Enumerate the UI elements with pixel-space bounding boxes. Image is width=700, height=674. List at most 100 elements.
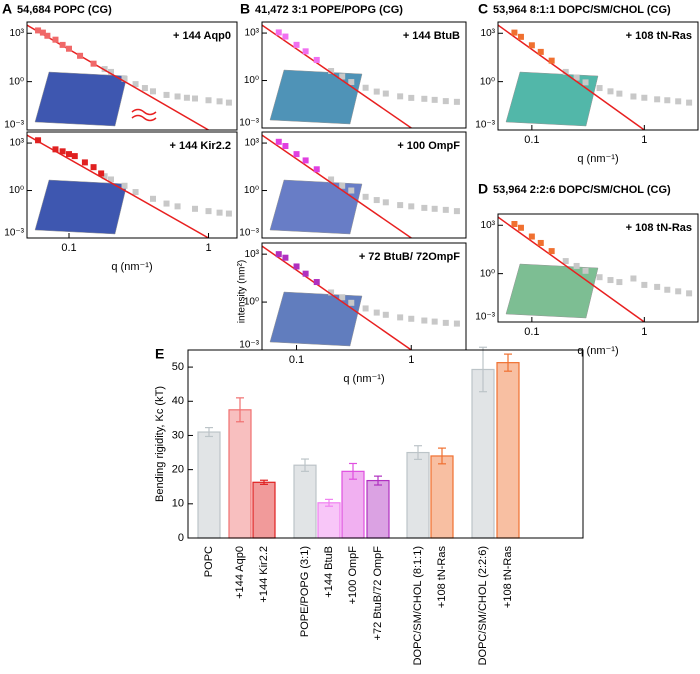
data-point xyxy=(293,41,300,48)
data-point xyxy=(225,210,232,217)
data-point xyxy=(573,74,580,81)
data-point xyxy=(205,208,212,215)
panel-label: E xyxy=(155,346,164,362)
data-point xyxy=(641,94,648,101)
y-tick-label: 10³ xyxy=(245,249,260,260)
data-point xyxy=(66,45,72,52)
data-point xyxy=(313,56,320,63)
data-point xyxy=(397,314,404,321)
data-point xyxy=(442,98,449,105)
y-tick-label: 10⁻³ xyxy=(4,228,24,239)
annotation: + 144 Kir2.2 xyxy=(170,140,231,152)
y-tick-label: 30 xyxy=(172,429,184,441)
panel-label: D xyxy=(478,181,488,197)
panel-label: C xyxy=(478,1,488,17)
y-tick-label: 10³ xyxy=(245,28,260,39)
data-point xyxy=(121,75,128,82)
fit-line xyxy=(498,216,645,322)
category-label: +108 tN-Ras xyxy=(436,546,448,609)
data-point xyxy=(630,93,637,100)
x-tick-label: 0.1 xyxy=(524,326,539,338)
data-point xyxy=(293,263,300,270)
data-point xyxy=(596,85,603,92)
annotation: + 144 Aqp0 xyxy=(173,30,231,42)
data-point xyxy=(537,48,544,55)
y-tick-label: 10⁰ xyxy=(9,185,24,196)
y-tick-label: 10³ xyxy=(10,138,25,149)
data-point xyxy=(163,91,170,98)
data-point xyxy=(362,193,369,200)
data-point xyxy=(442,319,449,326)
membrane-inset xyxy=(269,179,363,235)
data-point xyxy=(339,182,346,189)
data-point xyxy=(431,205,438,212)
data-point xyxy=(174,93,181,100)
fit-line xyxy=(262,134,412,238)
category-label: DOPC/SM/CHOL (2:2:6) xyxy=(477,546,489,665)
data-point xyxy=(607,277,614,284)
data-point xyxy=(275,29,282,36)
bar xyxy=(430,455,454,539)
data-point xyxy=(339,294,346,301)
x-tick-label: 0.1 xyxy=(289,354,304,366)
data-point xyxy=(582,267,589,274)
data-point xyxy=(339,73,346,80)
data-point xyxy=(362,84,369,91)
bar xyxy=(197,431,221,539)
category-label: +144 Kir2.2 xyxy=(258,546,270,603)
data-point xyxy=(121,182,128,189)
data-point xyxy=(616,90,623,97)
data-point xyxy=(348,187,355,194)
data-point xyxy=(216,209,223,216)
data-point xyxy=(675,288,682,295)
membrane-inset xyxy=(269,69,363,125)
data-point xyxy=(150,195,156,202)
bar xyxy=(228,409,252,539)
data-point xyxy=(664,97,671,104)
x-tick-label: 1 xyxy=(641,134,647,146)
category-label: DOPC/SM/CHOL (8:1:1) xyxy=(412,546,424,665)
data-point xyxy=(313,166,320,173)
category-label: +144 BtuB xyxy=(323,546,335,598)
data-point xyxy=(275,138,282,145)
data-point xyxy=(421,204,428,211)
data-point xyxy=(59,41,66,48)
y-tick-label: 20 xyxy=(172,464,184,476)
data-point xyxy=(302,157,309,164)
data-point xyxy=(397,202,404,209)
break-mark xyxy=(131,108,157,122)
data-point xyxy=(328,289,335,296)
data-point xyxy=(573,262,580,269)
data-point xyxy=(192,205,198,212)
membrane-inset xyxy=(34,71,128,127)
data-point xyxy=(192,95,198,102)
annotation: + 108 tN-Ras xyxy=(626,30,692,42)
y-tick-label: 10⁻³ xyxy=(475,120,495,131)
category-label: POPC xyxy=(203,546,215,577)
y-tick-label: 10⁻³ xyxy=(239,228,259,239)
data-point xyxy=(216,98,223,105)
bar xyxy=(317,502,341,539)
data-point xyxy=(163,200,170,207)
data-point xyxy=(348,79,355,86)
data-point xyxy=(101,66,108,73)
y-tick-label: 10⁻³ xyxy=(475,312,495,323)
bar xyxy=(496,362,520,539)
data-point xyxy=(511,220,518,227)
data-point xyxy=(90,164,97,171)
bar xyxy=(471,368,495,539)
x-axis-label: q (nm⁻¹) xyxy=(343,373,384,385)
data-point xyxy=(35,27,42,34)
category-label: +72 BtuB/72 OmpF xyxy=(372,546,384,641)
data-point xyxy=(275,251,282,258)
plot-frame xyxy=(497,213,699,323)
plot-frame xyxy=(497,21,699,131)
data-point xyxy=(313,279,320,286)
data-point xyxy=(686,99,693,106)
x-tick-label: 0.1 xyxy=(61,242,76,254)
data-point xyxy=(66,151,72,158)
panel-title: 41,472 3:1 POPE/POPG (CG) xyxy=(255,4,403,16)
plot-frame xyxy=(261,21,467,129)
data-point xyxy=(108,68,114,75)
data-point xyxy=(630,275,637,282)
